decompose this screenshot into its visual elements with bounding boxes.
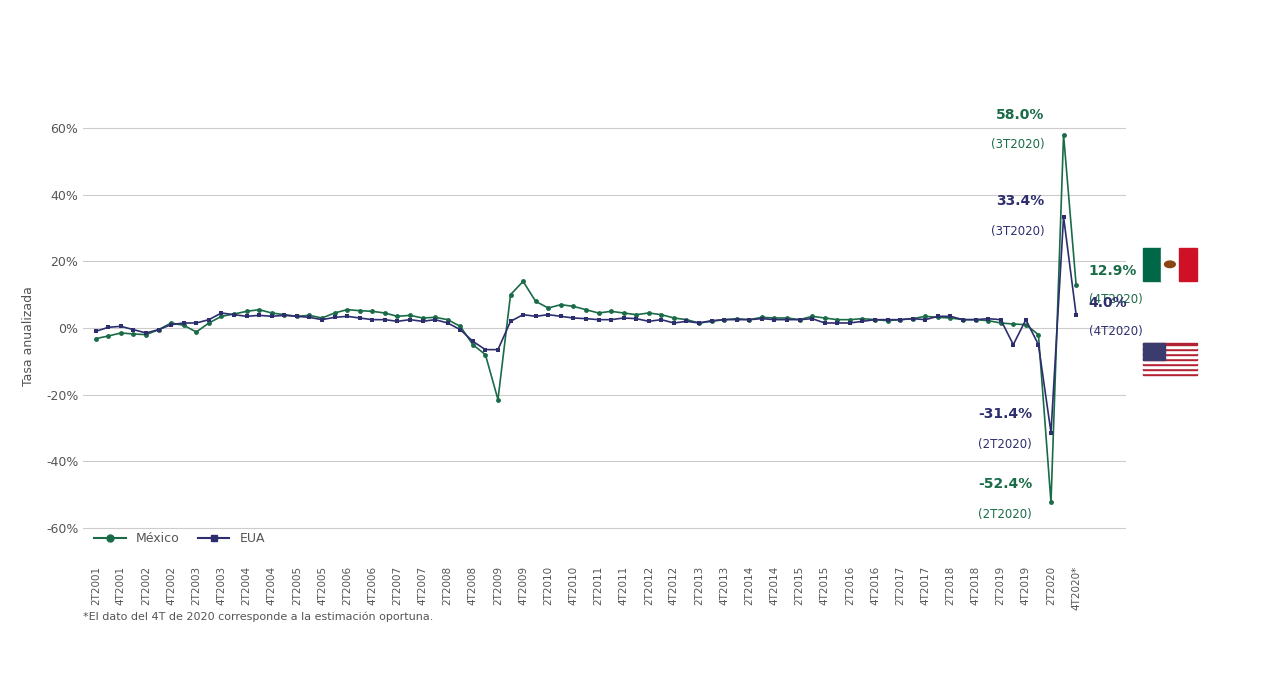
Bar	[1143, 654, 1153, 666]
EUA	[490, 345, 506, 354]
Line: EUA: EUA	[93, 214, 1079, 435]
EUA	[805, 314, 820, 322]
México	[805, 312, 820, 320]
Text: Elaborado por México, ¿cómo vamos? con datos del US Census Bureau e INEGI.: Elaborado por México, ¿cómo vamos? con d…	[19, 644, 571, 658]
Bar	[1143, 347, 1197, 350]
Bar	[1143, 248, 1161, 281]
Circle shape	[1165, 261, 1175, 268]
Text: MÉXICO: MÉXICO	[1181, 635, 1249, 650]
Bar	[1143, 343, 1165, 360]
EUA	[352, 314, 367, 322]
México	[654, 310, 669, 318]
Text: (4T2020): (4T2020)	[1089, 293, 1143, 306]
Text: 4.0%: 4.0%	[1089, 295, 1128, 310]
Bar	[1143, 358, 1197, 360]
Legend: México, EUA: México, EUA	[90, 527, 270, 550]
EUA	[1043, 429, 1059, 437]
Bar	[1100, 650, 1110, 666]
México	[352, 307, 367, 315]
Bar	[1143, 365, 1197, 368]
México	[88, 335, 104, 343]
EUA	[654, 316, 669, 324]
México	[326, 309, 342, 317]
México	[1069, 281, 1084, 289]
Bar	[1143, 372, 1197, 375]
EUA	[1069, 310, 1084, 318]
Bar	[1085, 657, 1096, 666]
Text: (4T2020): (4T2020)	[1089, 324, 1143, 337]
Bar	[1143, 368, 1197, 370]
Bar	[1114, 645, 1124, 666]
Bar	[1143, 343, 1197, 345]
Text: (3T2020): (3T2020)	[991, 224, 1044, 238]
Bar	[1143, 360, 1197, 363]
Bar	[1143, 345, 1197, 347]
Text: (3T2020): (3T2020)	[991, 138, 1044, 151]
México	[490, 395, 506, 404]
Text: (2T2020): (2T2020)	[978, 508, 1032, 521]
Text: Crecimiento económico en México y EUA: Crecimiento económico en México y EUA	[19, 29, 712, 60]
Bar	[1161, 248, 1179, 281]
Bar	[1143, 355, 1197, 358]
EUA	[88, 327, 104, 335]
Text: *El dato del 4T de 2020 corresponde a la estimación oportuna.: *El dato del 4T de 2020 corresponde a la…	[83, 611, 434, 622]
Text: 58.0%: 58.0%	[996, 107, 1044, 122]
Line: México: México	[93, 132, 1079, 505]
EUA	[1056, 213, 1071, 221]
Bar	[1179, 248, 1197, 281]
Bar	[1143, 350, 1197, 353]
Text: ¿cómo vamos?: ¿cómo vamos?	[1181, 656, 1260, 666]
México	[477, 351, 493, 359]
Text: 33.4%: 33.4%	[996, 194, 1044, 208]
Text: -52.4%: -52.4%	[978, 477, 1032, 491]
México	[1056, 130, 1071, 139]
Bar	[1143, 353, 1197, 355]
Bar	[1143, 363, 1197, 365]
México	[1043, 498, 1059, 506]
Bar	[1129, 648, 1139, 666]
Text: (2T2020): (2T2020)	[978, 438, 1032, 451]
EUA	[477, 345, 493, 354]
Text: -31.4%: -31.4%	[978, 407, 1032, 421]
Y-axis label: Tasa anualizada: Tasa anualizada	[22, 287, 35, 386]
Bar	[1143, 370, 1197, 372]
Text: 12.9%: 12.9%	[1089, 264, 1137, 278]
EUA	[326, 313, 342, 321]
Text: Tasa de crecimiento anualizada: Tasa de crecimiento anualizada	[19, 57, 280, 76]
